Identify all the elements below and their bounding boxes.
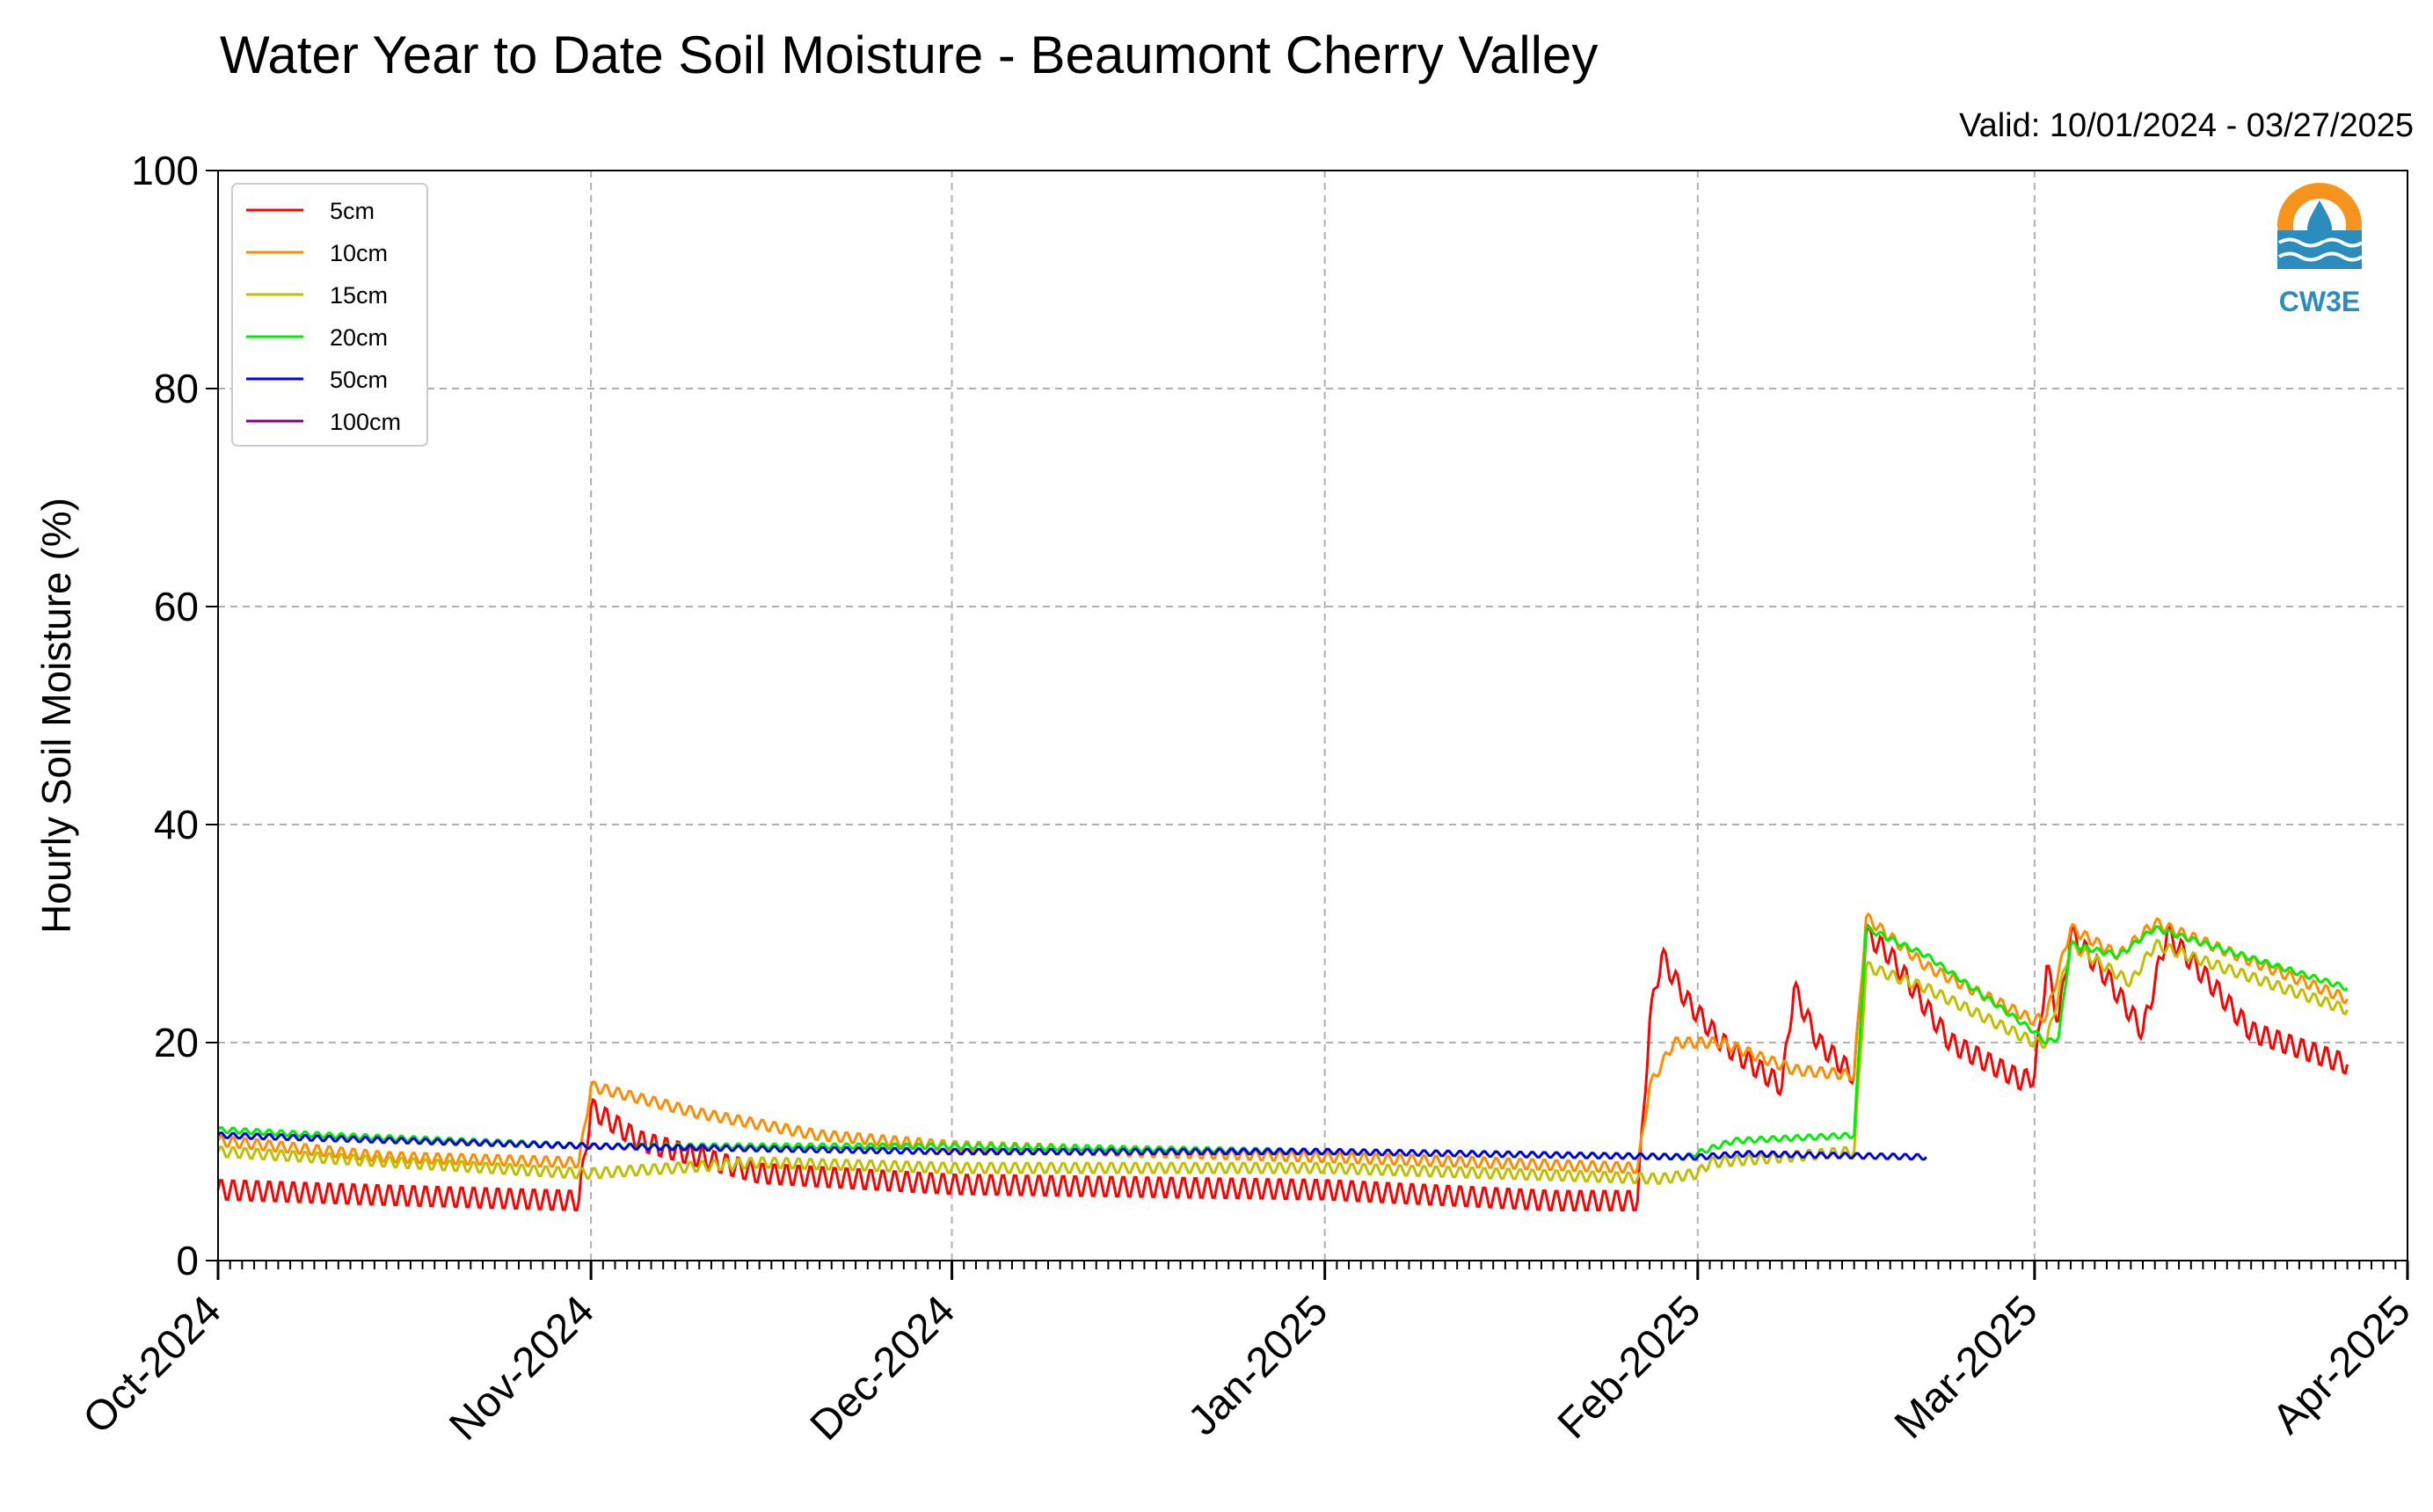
legend-label-15cm: 15cm bbox=[330, 282, 388, 309]
x-tick-label: Mar-2025 bbox=[1886, 1287, 2047, 1448]
legend-label-10cm: 10cm bbox=[330, 240, 388, 266]
chart-title: Water Year to Date Soil Moisture - Beaum… bbox=[220, 25, 1599, 84]
legend: 5cm 10cm 15cm 20cm 50cm 100cm bbox=[231, 183, 428, 447]
y-tick-label: 80 bbox=[154, 366, 199, 411]
logo-wave bbox=[2277, 237, 2364, 248]
x-tick-label: Dec-2024 bbox=[802, 1287, 965, 1450]
legend-label-100cm: 100cm bbox=[330, 409, 401, 435]
y-tick-label: 100 bbox=[131, 148, 199, 193]
series-line-15cm bbox=[216, 938, 2349, 1185]
legend-label-20cm: 20cm bbox=[330, 324, 388, 351]
x-tick-label: Nov-2024 bbox=[441, 1287, 603, 1450]
y-tick-label: 0 bbox=[176, 1238, 199, 1283]
y-tick-label: 60 bbox=[154, 584, 199, 629]
x-tick-label: Apr-2025 bbox=[2264, 1287, 2420, 1443]
grid bbox=[218, 171, 2408, 1261]
series-lines bbox=[216, 912, 2349, 1212]
logo-label: CW3E bbox=[2279, 286, 2360, 317]
x-tick-label: Jan-2025 bbox=[1179, 1287, 1337, 1444]
y-tick-label: 40 bbox=[154, 802, 199, 847]
series-line-5cm bbox=[216, 923, 2349, 1212]
logo-wave-2 bbox=[2277, 251, 2364, 262]
y-axis-label: Hourly Soil Moisture (%) bbox=[33, 498, 79, 934]
legend-label-50cm: 50cm bbox=[330, 367, 388, 393]
legend-label-5cm: 5cm bbox=[330, 198, 375, 224]
series-line-50cm bbox=[216, 1131, 1927, 1161]
x-tick-label: Oct-2024 bbox=[75, 1287, 230, 1443]
x-tick-label: Feb-2025 bbox=[1549, 1287, 1710, 1448]
droplet-icon bbox=[2307, 200, 2332, 241]
plot-frame bbox=[217, 170, 2408, 1261]
cw3e-logo: CW3E bbox=[2277, 183, 2364, 317]
chart-subtitle: Valid: 10/01/2024 - 03/27/2025 bbox=[1959, 107, 2414, 144]
y-tick-label: 20 bbox=[154, 1020, 199, 1065]
